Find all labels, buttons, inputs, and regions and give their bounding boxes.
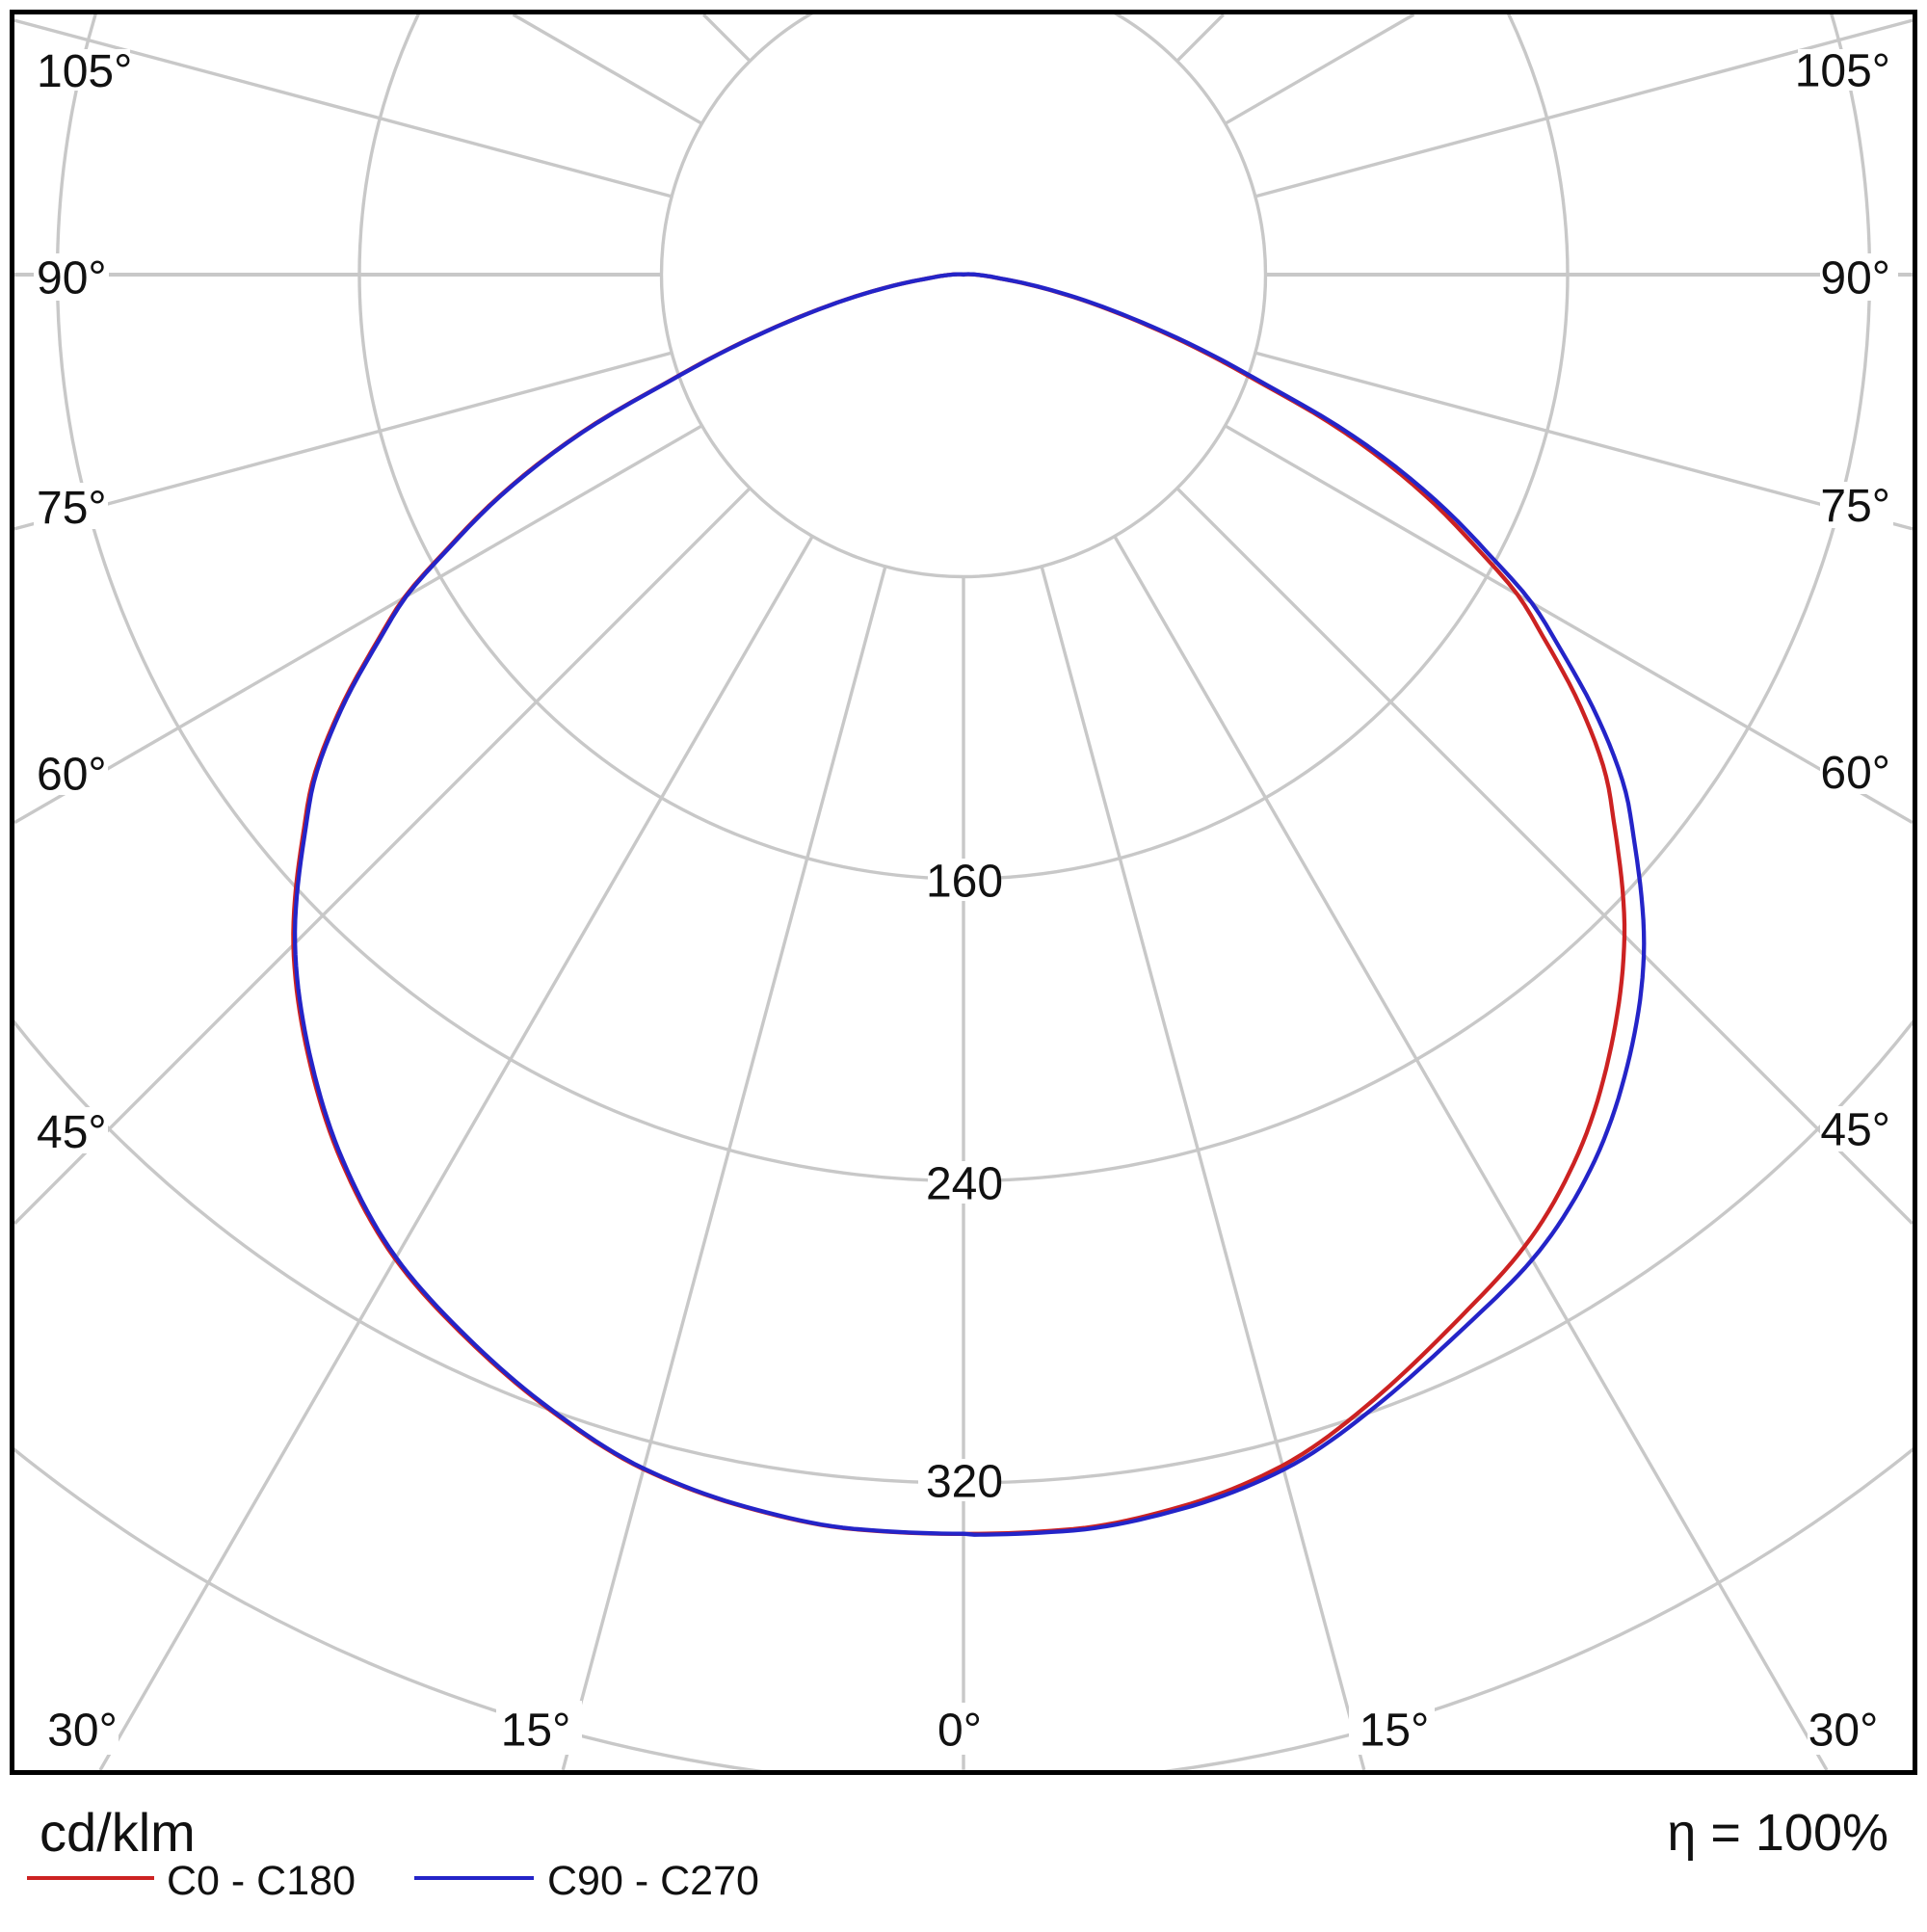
svg-text:cd/klm: cd/klm	[40, 1802, 196, 1863]
svg-text:75°: 75°	[37, 483, 107, 534]
svg-text:15°: 15°	[1359, 1706, 1430, 1757]
svg-text:15°: 15°	[501, 1706, 571, 1757]
svg-text:105°: 105°	[1795, 46, 1890, 97]
svg-text:240: 240	[926, 1159, 1003, 1210]
svg-text:C90 - C270: C90 - C270	[547, 1858, 759, 1904]
svg-text:320: 320	[926, 1457, 1003, 1508]
svg-text:45°: 45°	[1820, 1105, 1890, 1156]
svg-text:0°: 0°	[937, 1706, 982, 1757]
svg-text:30°: 30°	[1808, 1706, 1879, 1757]
svg-text:C0 - C180: C0 - C180	[167, 1858, 356, 1904]
svg-text:160: 160	[926, 857, 1003, 908]
svg-text:60°: 60°	[37, 750, 107, 801]
svg-text:90°: 90°	[37, 253, 107, 304]
svg-text:75°: 75°	[1820, 481, 1890, 532]
svg-text:30°: 30°	[47, 1706, 118, 1757]
svg-text:45°: 45°	[37, 1107, 107, 1158]
svg-text:60°: 60°	[1820, 748, 1890, 799]
svg-text:η = 100%: η = 100%	[1667, 1804, 1888, 1862]
svg-text:105°: 105°	[37, 46, 132, 97]
svg-text:90°: 90°	[1820, 253, 1890, 304]
